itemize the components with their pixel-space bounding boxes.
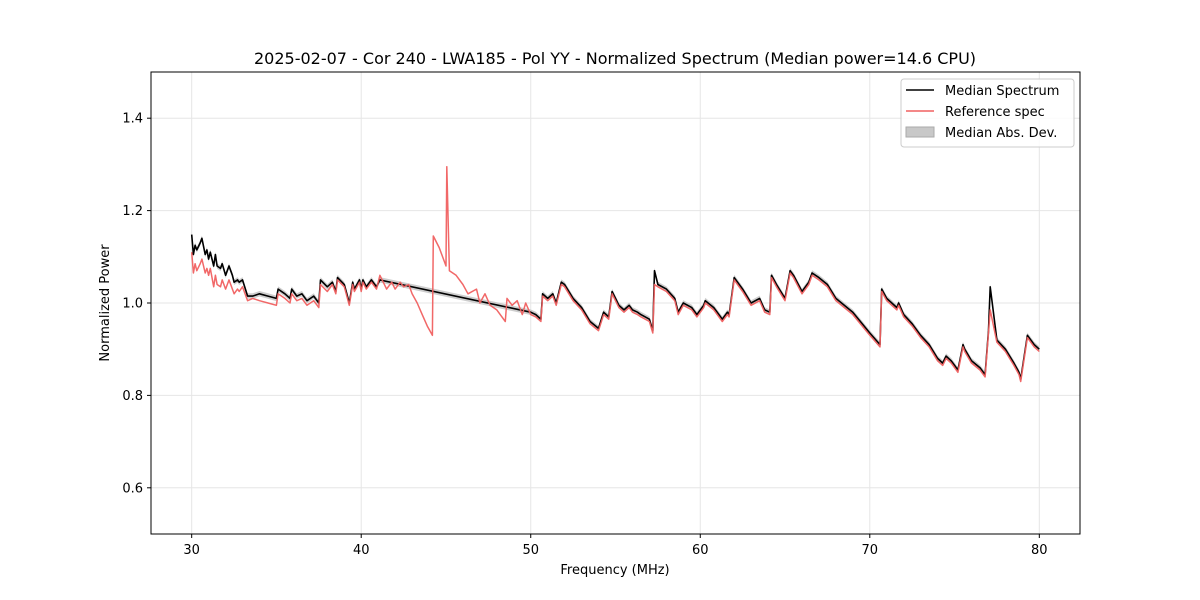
x-axis-ticks: 30 40 50 60 70 80 [183, 534, 1048, 558]
x-tick-label: 80 [1031, 543, 1048, 558]
legend: Median Spectrum Reference spec Median Ab… [900, 78, 1075, 148]
legend-mad-label: Median Abs. Dev. [945, 126, 1057, 141]
y-tick-label: 1.0 [122, 297, 143, 312]
x-axis-label: Frequency (MHz) [560, 563, 669, 578]
chart-title: 2025-02-07 - Cor 240 - LWA185 - Pol YY -… [254, 49, 976, 68]
y-tick-label: 1.2 [122, 204, 143, 219]
grid-lines [151, 72, 1080, 534]
y-axis-ticks: 0.6 0.8 1.0 1.2 1.4 [122, 112, 151, 496]
y-tick-label: 1.4 [122, 112, 143, 127]
legend-mad-swatch [905, 126, 935, 138]
legend-median-label: Median Spectrum [945, 84, 1059, 99]
x-tick-label: 40 [353, 543, 370, 558]
y-tick-label: 0.8 [122, 389, 143, 404]
legend-reference-label: Reference spec [945, 105, 1045, 120]
x-tick-label: 70 [862, 543, 879, 558]
legend-box [900, 78, 1075, 148]
y-tick-label: 0.6 [122, 481, 143, 496]
median-spectrum-line [190, 234, 1040, 380]
x-tick-label: 30 [183, 543, 200, 558]
x-tick-label: 60 [692, 543, 709, 558]
x-tick-label: 50 [522, 543, 539, 558]
y-axis-label: Normalized Power [98, 244, 113, 362]
reference-spec-line [190, 165, 1040, 383]
